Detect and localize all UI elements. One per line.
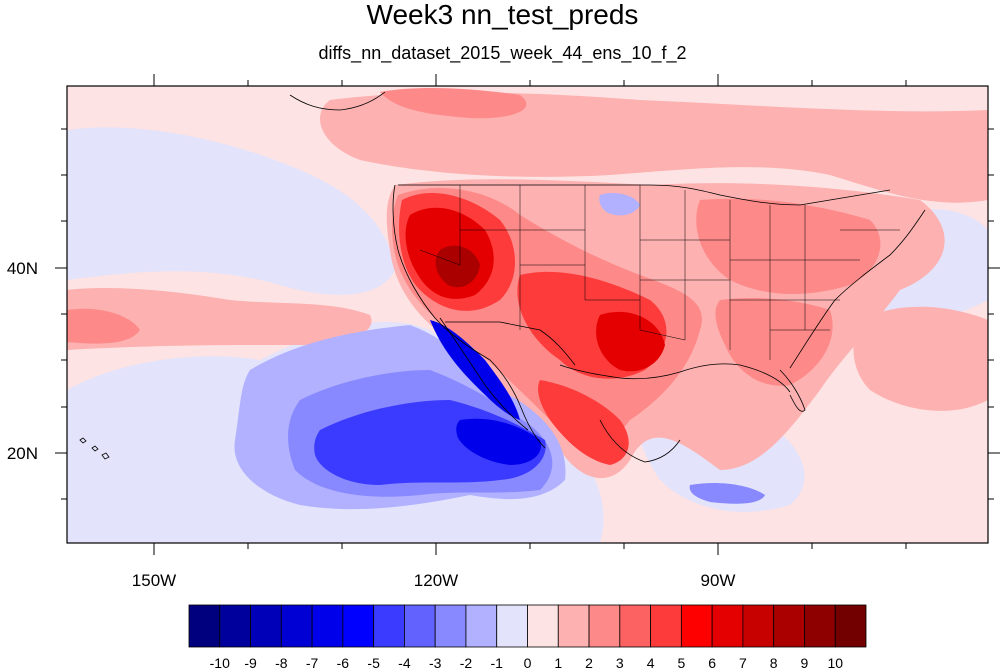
y-axis-labels: 40N 20N [7, 259, 38, 463]
coastlines [79, 91, 926, 463]
colorbar-label: 9 [801, 655, 809, 671]
colorbar-label: -10 [210, 655, 230, 671]
field-warm-strong-mexico [538, 380, 629, 465]
coastline-gulf [559, 363, 791, 393]
y-tick-label: 40N [7, 259, 38, 278]
axis-ticks [55, 74, 1000, 555]
field-warm-mid-pacific [67, 308, 140, 344]
field-layer [67, 86, 988, 543]
colorbar-label: 8 [770, 655, 778, 671]
coastline-baja [439, 317, 529, 431]
field-neutral-pacific-north [67, 127, 395, 295]
colorbar-swatch [188, 604, 221, 648]
field-warm-mid-north [380, 88, 527, 119]
colorbar-swatch [250, 604, 282, 648]
field-warm-deep-south [596, 311, 665, 372]
field-warm-mid-southeast [715, 298, 833, 386]
colorbar-label: -2 [460, 655, 473, 671]
colorbar-label: -5 [367, 655, 380, 671]
colorbar-swatch [404, 604, 436, 648]
state-lines-central [639, 190, 731, 350]
coastline-alaska [289, 91, 386, 111]
colorbar [188, 604, 867, 648]
colorbar-swatch [557, 604, 590, 648]
colorbar-label: 10 [827, 655, 843, 671]
colorbar-swatch [527, 604, 559, 648]
coastline-yucatan [599, 419, 681, 463]
colorbar-swatch [219, 604, 251, 648]
colorbar-label: 6 [708, 655, 716, 671]
coastline-east [789, 209, 926, 369]
colorbar-label: -6 [337, 655, 350, 671]
field-warm-subtropic-pacific [67, 288, 372, 350]
x-tick-label: 120W [414, 571, 458, 590]
colorbar-label: 5 [677, 655, 685, 671]
state-lines-west [419, 185, 641, 330]
field-warm-core [435, 245, 480, 288]
colorbar-swatch [680, 604, 713, 648]
field-warm-atlantic [853, 306, 988, 411]
y-tick-label: 20N [7, 444, 38, 463]
colorbar-label: 4 [647, 655, 655, 671]
colorbar-swatch [834, 604, 867, 648]
state-borders [419, 185, 900, 360]
x-tick-label: 150W [132, 571, 176, 590]
colorbar-swatch [373, 604, 405, 648]
colorbar-swatch [434, 604, 467, 648]
colorbar-label: 2 [585, 655, 593, 671]
field-cool-dakotas [599, 193, 640, 216]
colorbar-swatch [496, 604, 528, 648]
colorbar-label: -7 [306, 655, 319, 671]
plot-title: Week3 nn_test_preds [366, 0, 639, 30]
field-cool-deep [456, 418, 541, 465]
colorbar-swatch [465, 604, 498, 648]
colorbar-swatch [280, 604, 313, 648]
colorbar-swatch [804, 604, 836, 648]
field-cool-caribbean [689, 483, 765, 504]
colorbar-label: 7 [739, 655, 747, 671]
colorbar-labels: -10 -9 -8 -7 -6 -5 -4 -3 -2 -1 0 1 2 3 4 5 6 7 8 9 10 [210, 655, 844, 671]
colorbar-label: 0 [524, 655, 532, 671]
colorbar-label: -8 [275, 655, 288, 671]
x-axis-labels: 150W 120W 90W [132, 571, 736, 590]
field-warm-canada [320, 92, 988, 203]
border-us-canada [398, 184, 891, 206]
field-warm-mid-east [696, 198, 881, 295]
colorbar-label: -3 [429, 655, 442, 671]
border-us-mexico [445, 321, 576, 366]
coastline-west [392, 184, 546, 449]
colorbar-swatch [588, 604, 621, 648]
colorbar-swatch [311, 604, 344, 648]
plot-subtitle: diffs_nn_dataset_2015_week_44_ens_10_f_2 [318, 43, 687, 63]
state-lines-east [730, 205, 900, 360]
colorbar-swatch [742, 604, 775, 648]
x-tick-label: 90W [701, 571, 736, 590]
colorbar-label: -9 [244, 655, 257, 671]
coastline-florida [779, 369, 806, 412]
colorbar-swatch [650, 604, 682, 648]
colorbar-swatch [619, 604, 651, 648]
colorbar-swatch [711, 604, 744, 648]
colorbar-label: -1 [491, 655, 504, 671]
colorbar-swatch [773, 604, 805, 648]
colorbar-label: 1 [554, 655, 562, 671]
colorbar-label: 3 [616, 655, 624, 671]
coastline-hawaii [79, 437, 110, 460]
colorbar-label: -4 [398, 655, 411, 671]
colorbar-swatch [342, 604, 375, 648]
